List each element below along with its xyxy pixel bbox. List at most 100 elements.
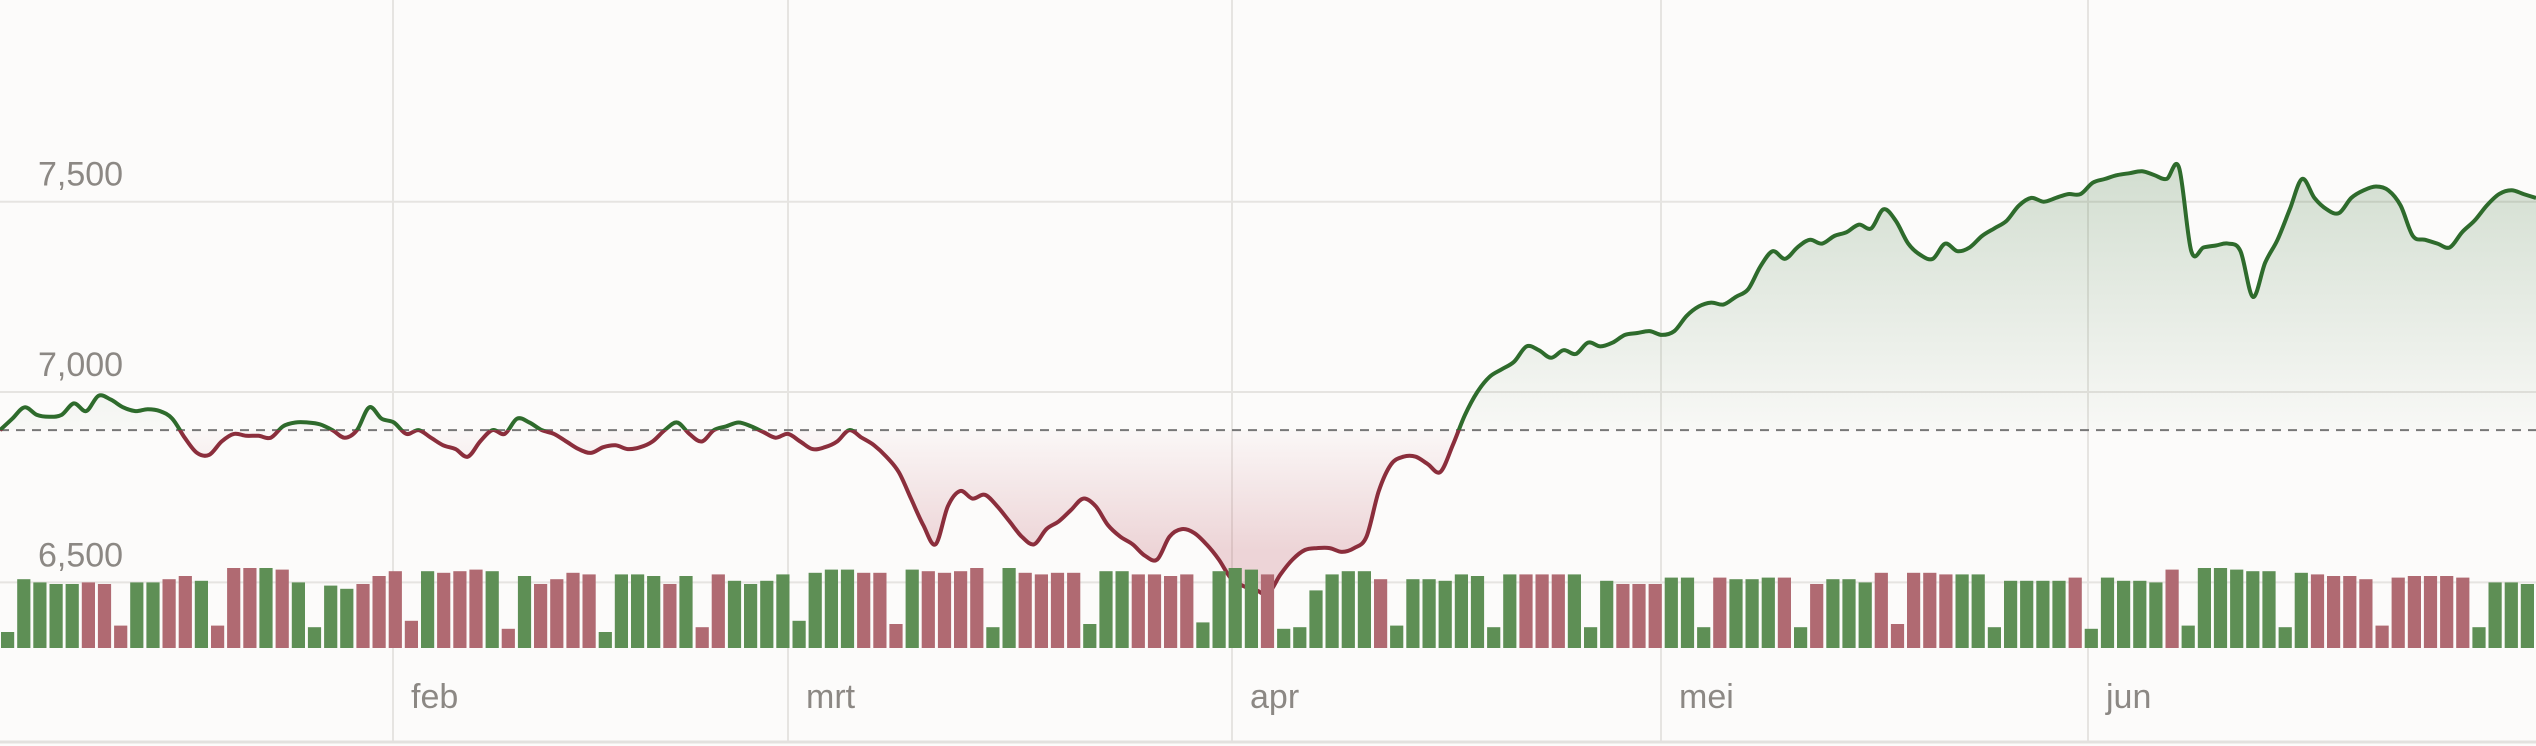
volume-bar [2036,580,2050,648]
volume-bar [501,628,515,648]
volume-bar [1390,625,1404,648]
volume-bar [1616,584,1630,648]
volume-bar [2262,571,2276,648]
volume-bar [211,625,225,648]
volume-bar [1438,580,1452,648]
volume-bar [1842,579,1856,648]
volume-bar [178,576,192,648]
volume-bar [1164,576,1178,648]
volume-bar [1,632,15,648]
volume-bar [2375,625,2389,648]
volume-bar [2504,582,2518,648]
volume-bar [2278,627,2292,648]
volume-bar [2294,572,2308,648]
volume-bar [2343,576,2357,648]
volume-bar [776,574,790,648]
volume-bar [1955,574,1969,648]
volume-bar [1729,579,1743,648]
volume-bar [2327,576,2341,648]
volume-bar [1632,584,1646,648]
volume-bar [307,627,322,648]
volume-bar [582,574,596,648]
volume-bar [421,571,435,648]
volume-bar [2084,628,2098,648]
volume-bar [534,584,548,648]
volume-bar [857,572,871,648]
volume-bar [1067,572,1081,648]
volume-bar [243,568,257,648]
volume-bar [1180,574,1194,648]
volume-bar [1309,590,1323,648]
volume-bar [2020,580,2034,648]
volume-bar [2149,582,2163,648]
volume-bar [2488,582,2502,648]
volume-bar [986,627,1000,648]
volume-bar [937,572,952,648]
volume-bar [2165,569,2179,648]
volume-bar [1826,579,1840,648]
volume-bar [1083,624,1097,648]
volume-bar [921,571,935,648]
volume-bar [1277,628,1291,648]
volume-bar [598,632,612,648]
area-fill-below [0,430,2536,595]
volume-bar [1939,574,1953,648]
volume-bar [1535,574,1549,648]
y-tick-label: 7,000 [38,346,123,384]
volume-bar [1567,574,1581,648]
y-axis-labels: 6,500 7,000 7,500 [38,156,123,575]
volume-bar [614,574,628,648]
volume-bar [1470,576,1485,648]
volume-bar [162,579,176,648]
volume-bar [2068,577,2082,648]
volume-bar [33,582,47,648]
volume-bar [340,588,354,648]
volume-bar [453,571,467,648]
volume-bar [792,620,806,648]
volume-bars [1,568,2534,648]
x-tick-label: jun [2105,678,2151,716]
volume-bar [679,576,693,648]
volume-bar [1034,574,1048,648]
volume-bar [2359,579,2373,648]
volume-bar [2230,569,2244,648]
volume-bar [2133,580,2147,648]
volume-bar [1406,579,1420,648]
volume-bar [2440,576,2454,648]
volume-bar [1923,572,1937,648]
volume-bar [275,569,289,648]
volume-bar [1018,572,1032,648]
volume-bar [1971,574,1985,648]
volume-bar [437,572,451,648]
volume-bar [550,579,564,648]
volume-bar [1664,577,1678,648]
volume-bar [372,576,386,648]
volume-bar [17,579,31,648]
volume-bar [1680,577,1695,648]
volume-bar [1600,580,1614,648]
volume-bar [1002,568,1016,648]
volume-bar [1422,579,1436,648]
volume-bar [647,576,661,648]
volume-bar [695,627,709,648]
volume-bar [1810,584,1824,648]
volume-bar [2117,580,2131,648]
volume-bar [469,569,483,648]
y-tick-label: 7,500 [38,156,123,194]
volume-bar [1503,574,1517,648]
volume-bar [727,580,742,648]
volume-bar [744,584,758,648]
volume-bar [808,572,822,648]
series-line-above [0,161,2536,431]
x-tick-label: mei [1679,678,1734,716]
volume-bar [1341,571,1355,648]
volume-bar [824,569,838,648]
volume-bar [2310,574,2325,648]
volume-bar [1212,571,1226,648]
volume-bar [2423,576,2438,648]
volume-bar [840,569,855,648]
volume-bar [1099,571,1113,648]
volume-bar [566,572,580,648]
